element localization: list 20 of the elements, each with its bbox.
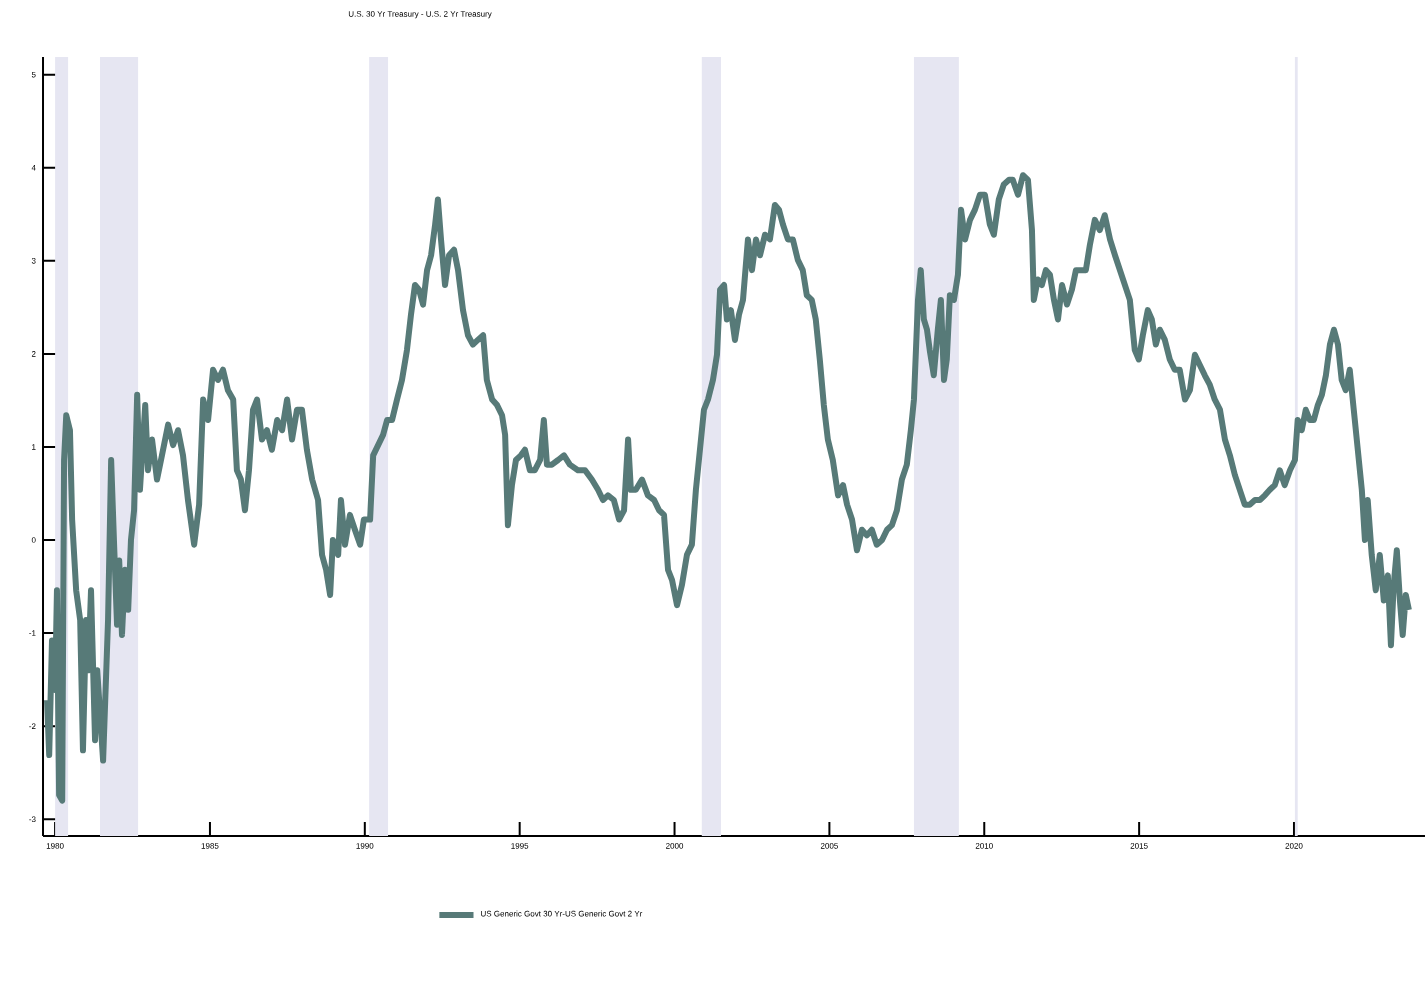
x-tick-label: 2015	[1130, 843, 1148, 849]
y-tick-label: -3	[29, 816, 36, 823]
x-tick-label: 1980	[46, 843, 64, 849]
y-tick-label: 0	[31, 537, 36, 543]
y-tick-label: 5	[31, 71, 36, 78]
x-tick-label: 2010	[975, 843, 993, 849]
x-tick-label: 1995	[511, 843, 529, 849]
y-tick-label: 4	[31, 165, 36, 171]
x-tick-label: 2005	[820, 843, 838, 849]
y-tick-label: -2	[29, 723, 36, 729]
y-tick-label: 2	[31, 351, 36, 357]
x-tick-label: 2020	[1285, 843, 1303, 849]
chart-title: U.S. 30 Yr Treasury - U.S. 2 Yr Treasury	[348, 11, 492, 19]
legend-label: US Generic Govt 30 Yr-US Generic Govt 2 Yr	[481, 910, 643, 917]
x-tick-label: 1985	[201, 843, 219, 849]
y-tick-label: -1	[29, 630, 36, 636]
x-tick-label: 1990	[356, 843, 374, 849]
y-tick-label: 3	[31, 257, 36, 264]
y-tick-label: 1	[32, 444, 36, 450]
x-tick-label: 2000	[666, 843, 684, 849]
